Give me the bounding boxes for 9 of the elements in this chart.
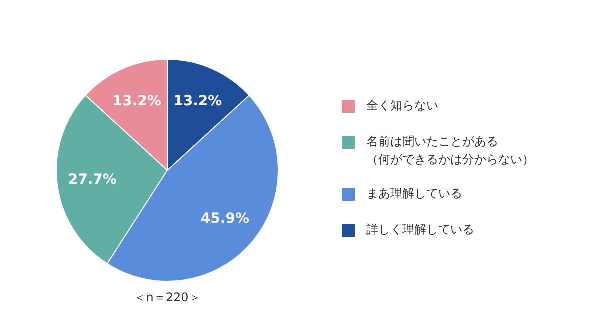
data-label: 13.2%: [174, 93, 222, 110]
text: ＜n＝220＞: [134, 290, 201, 304]
legend-label: 詳しく理解している: [366, 222, 474, 236]
data-label: 27.7%: [68, 172, 117, 188]
data-label: 45.9%: [200, 211, 250, 228]
data-label: 13.2%: [112, 93, 162, 110]
legend-label: まあ理解している: [366, 186, 462, 200]
legend-label: 名前は聞いたことがある（何ができるかは分からない）: [366, 134, 534, 167]
legend-label: 全く知らない: [366, 98, 438, 112]
